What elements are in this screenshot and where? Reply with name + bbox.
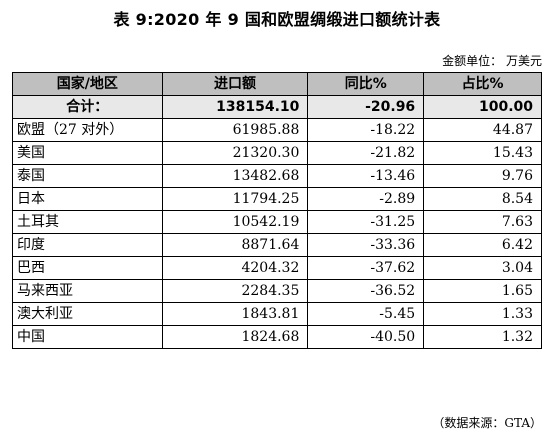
yoy-cell: -2.89 (307, 187, 425, 211)
yoy-cell: -18.22 (307, 118, 425, 142)
unit-label: 金额单位： 万美元 (442, 54, 542, 68)
total-amount: 138154.10 (161, 95, 309, 119)
table-row: 中国 1824.68 -40.50 1.32 (12, 325, 542, 349)
country-cell: 土耳其 (12, 210, 163, 234)
total-row: 合计： 138154.10 -20.96 100.00 (12, 95, 542, 119)
table-row: 欧盟（27 对外） 61985.88 -18.22 44.87 (12, 118, 542, 142)
total-yoy: -20.96 (307, 95, 425, 119)
amount-cell: 13482.68 (161, 164, 309, 188)
yoy-cell: -40.50 (307, 325, 425, 349)
amount-cell: 11794.25 (161, 187, 309, 211)
yoy-cell: -21.82 (307, 141, 425, 165)
amount-cell: 1843.81 (161, 302, 309, 326)
header-share: 占比% (423, 72, 542, 96)
share-cell: 3.04 (423, 256, 542, 280)
amount-cell: 1824.68 (161, 325, 309, 349)
country-cell: 巴西 (12, 256, 163, 280)
country-cell: 美国 (12, 141, 163, 165)
share-cell: 8.54 (423, 187, 542, 211)
header-yoy: 同比% (307, 72, 425, 96)
amount-cell: 10542.19 (161, 210, 309, 234)
share-cell: 1.33 (423, 302, 542, 326)
yoy-cell: -36.52 (307, 279, 425, 303)
share-cell: 44.87 (423, 118, 542, 142)
amount-cell: 4204.32 (161, 256, 309, 280)
country-cell: 马来西亚 (12, 279, 163, 303)
share-cell: 1.32 (423, 325, 542, 349)
share-cell: 6.42 (423, 233, 542, 257)
table-row: 巴西 4204.32 -37.62 3.04 (12, 256, 542, 280)
country-cell: 印度 (12, 233, 163, 257)
share-cell: 1.65 (423, 279, 542, 303)
amount-cell: 2284.35 (161, 279, 309, 303)
table-row: 美国 21320.30 -21.82 15.43 (12, 141, 542, 165)
yoy-cell: -31.25 (307, 210, 425, 234)
country-cell: 日本 (12, 187, 163, 211)
total-share: 100.00 (423, 95, 542, 119)
yoy-cell: -13.46 (307, 164, 425, 188)
table-row: 马来西亚 2284.35 -36.52 1.65 (12, 279, 542, 303)
yoy-cell: -33.36 (307, 233, 425, 257)
country-cell: 欧盟（27 对外） (12, 118, 163, 142)
table-row: 澳大利亚 1843.81 -5.45 1.33 (12, 302, 542, 326)
country-cell: 泰国 (12, 164, 163, 188)
yoy-cell: -5.45 (307, 302, 425, 326)
share-cell: 15.43 (423, 141, 542, 165)
header-amount: 进口额 (161, 72, 309, 96)
amount-cell: 8871.64 (161, 233, 309, 257)
country-cell: 澳大利亚 (12, 302, 163, 326)
amount-cell: 61985.88 (161, 118, 309, 142)
table-row: 土耳其 10542.19 -31.25 7.63 (12, 210, 542, 234)
header-row: 国家/地区 进口额 同比% 占比% (12, 72, 542, 96)
table-row: 印度 8871.64 -33.36 6.42 (12, 233, 542, 257)
total-label: 合计： (12, 95, 163, 119)
table-row: 日本 11794.25 -2.89 8.54 (12, 187, 542, 211)
import-table: 国家/地区 进口额 同比% 占比% 合计： 138154.10 -20.96 1… (12, 72, 542, 349)
amount-cell: 21320.30 (161, 141, 309, 165)
share-cell: 7.63 (423, 210, 542, 234)
header-country: 国家/地区 (12, 72, 163, 96)
table-row: 泰国 13482.68 -13.46 9.76 (12, 164, 542, 188)
page-title: 表 9:2020 年 9 国和欧盟绸缎进口额统计表 (113, 10, 441, 29)
yoy-cell: -37.62 (307, 256, 425, 280)
share-cell: 9.76 (423, 164, 542, 188)
country-cell: 中国 (12, 325, 163, 349)
data-source: （数据来源：GTA） (432, 416, 542, 430)
